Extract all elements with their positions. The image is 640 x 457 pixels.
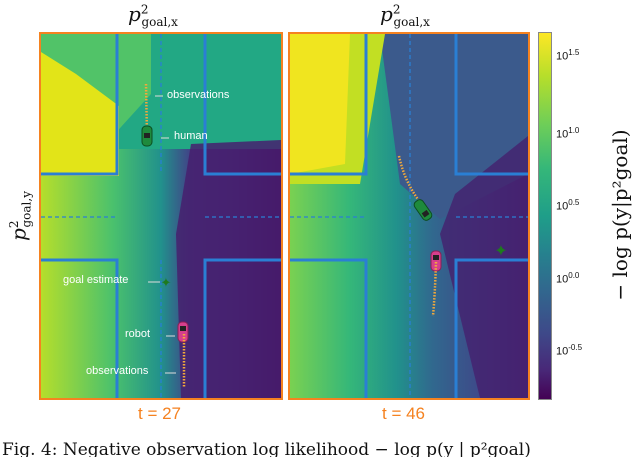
panel-1-xlabel: p2goal,x	[128, 2, 178, 29]
label-observations-robot: observations	[86, 365, 149, 377]
panel-2-xlabel: p2goal,x	[380, 2, 430, 29]
lane-centerlines	[290, 34, 528, 398]
label-human: human	[174, 130, 208, 142]
goal-marker-icon: ✦	[494, 243, 507, 260]
colorbar-label: − log p(y|p²goal)	[608, 129, 632, 301]
tick-exp: 0.0	[568, 271, 580, 280]
time-label-left: t = 27	[138, 404, 182, 423]
tick-exp: 1.5	[568, 48, 580, 57]
ylabel: p2goal,y	[7, 191, 34, 241]
heatmap-low-region	[440, 136, 528, 398]
robot-car-icon	[177, 321, 189, 343]
colorbar-tick: 101.5	[556, 48, 579, 63]
robot-car-windshield	[433, 255, 439, 260]
colorbar-tick: 100.5	[556, 198, 579, 213]
heatmap-high-region	[290, 34, 350, 174]
robot-car-icon	[430, 250, 442, 272]
heatmap-panel-t46: ✦	[288, 32, 530, 400]
xlabel-sub: goal,x	[393, 15, 430, 29]
annotation-leaders	[148, 95, 176, 374]
ylabel-main: p	[6, 228, 31, 241]
tick-base: 10	[556, 200, 569, 213]
heatmap-high-region	[41, 52, 119, 176]
road-boundaries	[41, 34, 281, 398]
heatmap-panel-t27: ✦ observations human goal estimate robot…	[39, 32, 283, 400]
tick-base: 10	[556, 273, 569, 286]
figure-caption: Fig. 4: Negative observation log likelih…	[2, 440, 531, 457]
colorbar-tick: 101.0	[556, 126, 579, 141]
tick-exp: -0.5	[568, 343, 583, 352]
xlabel-sub: goal,x	[141, 15, 178, 29]
xlabel-sup: 2	[392, 2, 401, 17]
tick-base: 10	[556, 128, 569, 141]
tick-base: 10	[556, 50, 569, 63]
tick-exp: 1.0	[568, 126, 580, 135]
goal-marker-icon: ✦	[161, 275, 172, 290]
tick-exp: 0.5	[568, 198, 580, 207]
road-boundaries	[290, 34, 528, 398]
label-observations-human: observations	[167, 89, 230, 101]
xlabel-main: p	[380, 2, 393, 26]
colorbar-tick: 100.0	[556, 271, 579, 286]
colorbar-tick: 10-0.5	[556, 343, 582, 358]
time-label-right: t = 46	[382, 404, 426, 423]
label-goal-estimate: goal estimate	[63, 274, 129, 286]
heatmap-t46: ✦	[290, 34, 528, 398]
lane-centerlines	[41, 34, 281, 398]
xlabel-main: p	[128, 2, 141, 26]
human-car-windshield	[144, 133, 150, 138]
xlabel-sup: 2	[140, 2, 149, 17]
heatmap-low-region	[176, 140, 281, 398]
heatmap-t27: ✦	[41, 34, 281, 398]
ylabel-sub: goal,y	[19, 191, 34, 228]
label-robot: robot	[125, 328, 151, 340]
human-car-icon	[413, 199, 433, 221]
tick-base: 10	[556, 345, 569, 358]
robot-car-windshield	[180, 326, 186, 331]
colorbar	[538, 32, 552, 400]
